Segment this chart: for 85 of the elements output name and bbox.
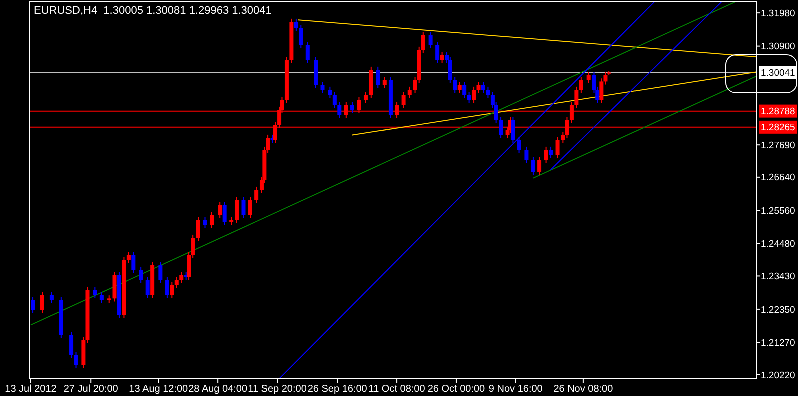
candlestick <box>74 352 78 369</box>
y-tick-label: 1.24480 <box>761 239 796 250</box>
candlestick <box>499 116 504 139</box>
candlestick <box>174 276 179 289</box>
x-tick-label: 9 Nov 16:00 <box>488 384 544 395</box>
x-tick-label: 26 Sep 16:00 <box>308 384 368 395</box>
candlestick <box>320 82 325 94</box>
candlestick <box>139 266 144 284</box>
candlestick <box>31 296 36 314</box>
y-tick-label: 1.26640 <box>761 172 796 184</box>
candlestick <box>517 136 522 154</box>
candlestick <box>332 92 337 109</box>
candlestick <box>579 76 584 94</box>
candlestick <box>586 72 591 84</box>
candlestick <box>180 272 184 284</box>
candlestick <box>408 86 412 99</box>
candlestick <box>364 92 368 104</box>
x-tick-label: 27 Jul 20:00 <box>64 384 119 395</box>
candlestick <box>165 276 170 299</box>
candlestick <box>40 292 44 314</box>
candlestick <box>338 102 342 119</box>
candlestick <box>294 18 298 32</box>
candlestick <box>242 196 246 219</box>
candlestick <box>306 42 310 64</box>
y-tick-label: 1.20220 <box>761 370 796 382</box>
candlestick <box>538 156 542 176</box>
candlestick <box>453 76 458 94</box>
y-tick-label: 1.21270 <box>761 338 796 350</box>
candlestick <box>146 276 150 299</box>
x-tick-label: 28 Aug 04:00 <box>188 384 248 395</box>
candlestick <box>222 202 227 226</box>
x-tick-label: 13 Jul 2012 <box>5 384 58 395</box>
y-tick-label: 1.31980 <box>761 8 796 20</box>
y-tick-label: 1.25560 <box>761 206 796 217</box>
candlestick <box>549 146 554 159</box>
ref-line-label: 1.28265 <box>761 122 796 134</box>
ref-line-label: 1.30041 <box>761 68 796 80</box>
candlestick <box>544 146 548 164</box>
candlestick <box>428 32 433 49</box>
candlestick <box>126 252 131 264</box>
x-tick-label: 13 Aug 12:00 <box>129 384 189 395</box>
candlestick <box>70 332 74 359</box>
x-tick-label: 26 Nov 08:00 <box>554 384 614 395</box>
candlestick <box>112 272 117 302</box>
candlestick <box>531 156 536 176</box>
candlestick <box>440 52 444 64</box>
x-tick-label: 26 Oct 00:00 <box>428 384 486 395</box>
candlestick <box>299 24 304 49</box>
chart-title: EURUSD,H4 1.30005 1.30081 1.29963 1.30041 <box>34 5 272 17</box>
y-tick-label: 1.30900 <box>761 42 796 53</box>
candlestick <box>248 196 252 219</box>
candlestick <box>556 136 560 159</box>
candlestick <box>328 86 332 99</box>
y-tick-label: 1.27690 <box>761 140 796 152</box>
candlestick <box>350 102 354 114</box>
candlestick <box>203 216 208 229</box>
candlestick <box>467 92 472 104</box>
candlestick <box>132 252 136 274</box>
candlestick <box>524 146 529 164</box>
candlestick <box>93 286 98 299</box>
candlestick <box>158 262 163 284</box>
y-tick-label: 1.23430 <box>761 272 796 283</box>
candlestick <box>462 82 467 99</box>
candlestick <box>210 212 214 229</box>
candlestick <box>436 42 440 64</box>
candlestick <box>196 216 200 242</box>
candlestick <box>170 282 174 299</box>
candlestick <box>234 196 239 224</box>
x-tick-label: 11 Sep 20:00 <box>248 384 308 395</box>
y-tick-label: 1.22350 <box>761 304 796 316</box>
candlestick <box>50 292 54 304</box>
candlestick <box>376 66 380 89</box>
candlestick <box>100 292 104 304</box>
ref-line-label: 1.28788 <box>761 106 796 118</box>
candlestick <box>254 186 259 204</box>
candlestick <box>481 82 486 94</box>
x-tick-label: 11 Oct 08:00 <box>368 384 426 395</box>
candlestick <box>402 92 406 109</box>
candlestick <box>476 82 481 94</box>
candlestick <box>574 86 579 109</box>
candlestick <box>458 82 462 94</box>
candlestick <box>218 202 222 219</box>
candlestick <box>382 76 387 89</box>
candlestick <box>472 86 476 104</box>
candlestick <box>486 86 490 99</box>
